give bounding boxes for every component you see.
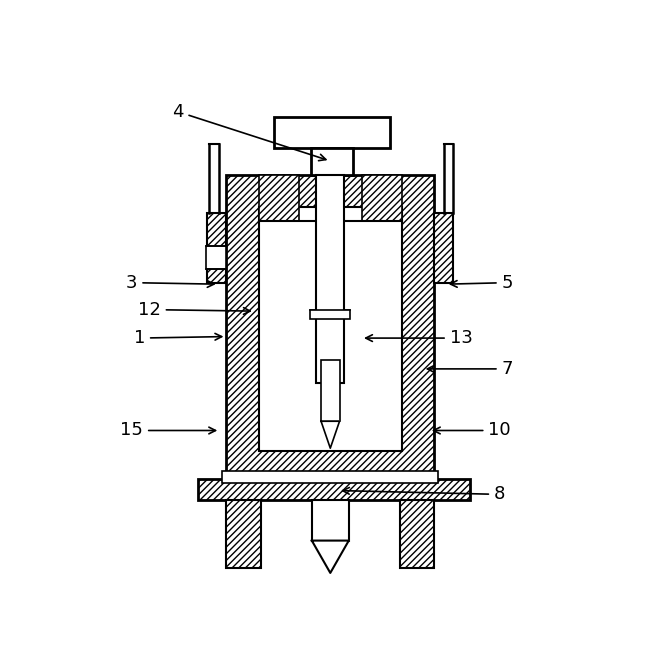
Bar [311,310,350,319]
Text: 10: 10 [434,421,511,440]
Bar [321,360,340,421]
Text: 4: 4 [172,103,326,160]
Bar [274,117,390,148]
Bar [222,470,438,483]
Bar [311,148,353,175]
Bar [362,175,402,221]
Bar [399,500,434,567]
Text: 8: 8 [343,485,505,504]
Text: 3: 3 [126,274,214,291]
Bar [259,175,299,221]
Text: 15: 15 [120,421,216,440]
Polygon shape [312,540,349,573]
Bar [312,500,349,540]
Bar [226,500,261,567]
Bar [316,175,344,383]
Text: 7: 7 [427,360,513,378]
Bar [226,175,434,483]
Text: 12: 12 [138,301,250,318]
Bar [434,214,453,283]
Bar [205,246,226,269]
Bar [207,214,226,283]
Bar [259,207,402,451]
Text: 13: 13 [366,329,472,347]
Text: 5: 5 [451,274,513,291]
Text: 1: 1 [134,329,222,347]
Bar [198,479,470,500]
Polygon shape [321,421,340,448]
